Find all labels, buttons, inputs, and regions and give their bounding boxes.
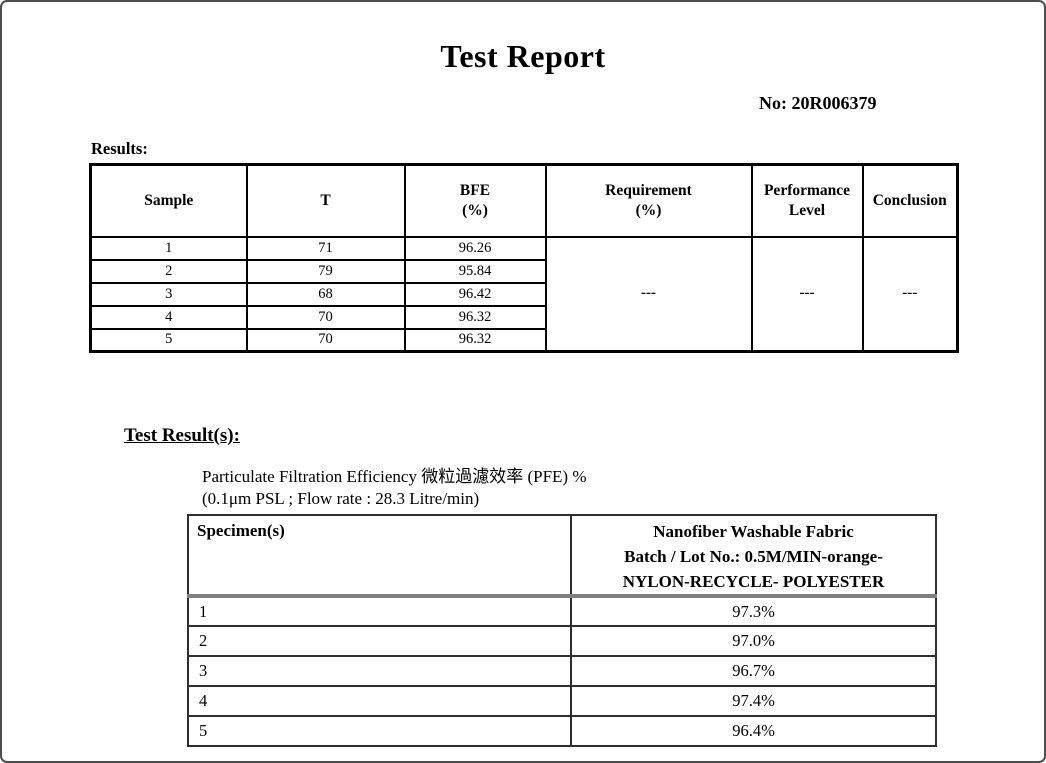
results-table-header-row: Sample T BFE (%) Requirement (%) Perform… xyxy=(89,163,959,238)
table-row: 4 97.4% xyxy=(187,685,937,717)
sample-cell: 2 xyxy=(89,258,248,284)
specimen-cell: 2 xyxy=(187,625,572,657)
bfe-cell: 96.32 xyxy=(403,327,547,353)
col-header-performance-level: Performance Level xyxy=(750,163,864,238)
pfe-value-cell: 96.7% xyxy=(570,655,937,687)
table-row: 1 71 96.26 --- --- --- xyxy=(89,235,959,353)
table-row: 2 97.0% xyxy=(187,625,937,657)
conclusion-merged-cell: --- xyxy=(861,235,959,353)
results-table: Sample T BFE (%) Requirement (%) Perform… xyxy=(89,163,959,353)
pfe-description: Particulate Filtration Efficiency 微粒過濾效率… xyxy=(202,466,586,510)
col-header-requirement-line1: Requirement xyxy=(605,181,692,199)
col-header-fabric: Nanofiber Washable Fabric Batch / Lot No… xyxy=(570,514,937,598)
col-header-conclusion: Conclusion xyxy=(861,163,959,238)
specimen-cell: 5 xyxy=(187,715,572,747)
t-cell: 79 xyxy=(245,258,406,284)
col-header-bfe: BFE (%) xyxy=(403,163,547,238)
pfe-description-line1: Particulate Filtration Efficiency 微粒過濾效率… xyxy=(202,467,587,486)
table-row: 1 97.3% xyxy=(187,595,937,627)
bfe-cell: 96.32 xyxy=(403,304,547,330)
specimen-cell: 1 xyxy=(187,595,572,627)
table-row: 3 96.7% xyxy=(187,655,937,687)
pfe-value-cell: 97.4% xyxy=(570,685,937,717)
table-row: 4 70 96.32 xyxy=(89,304,958,330)
col-header-fabric-line3: NYLON-RECYCLE- POLYESTER xyxy=(622,572,885,591)
results-section-label: Results: xyxy=(91,139,148,158)
col-header-performance-line1: Performance xyxy=(763,181,851,199)
sample-cell: 3 xyxy=(89,281,248,307)
table-row: 5 96.4% xyxy=(187,715,937,747)
table-row: 2 79 95.84 xyxy=(89,258,958,284)
bfe-cell: 96.42 xyxy=(403,281,547,307)
pfe-results-table: Specimen(s) Nanofiber Washable Fabric Ba… xyxy=(187,514,937,747)
page-title: Test Report xyxy=(440,38,606,74)
col-header-bfe-line2: (%) xyxy=(462,201,488,219)
col-header-requirement: Requirement (%) xyxy=(544,163,753,238)
pfe-description-line2: (0.1μm PSL ; Flow rate : 28.3 Litre/min) xyxy=(202,489,480,508)
col-header-sample: Sample xyxy=(89,163,248,238)
pfe-table-header-row: Specimen(s) Nanofiber Washable Fabric Ba… xyxy=(187,514,937,598)
performance-level-merged-cell: --- xyxy=(750,235,864,353)
sample-cell: 1 xyxy=(89,235,248,261)
t-cell: 71 xyxy=(245,235,406,261)
report-number: No: 20R006379 xyxy=(759,93,877,113)
t-cell: 70 xyxy=(245,304,406,330)
t-cell: 70 xyxy=(245,327,406,353)
bfe-cell: 96.26 xyxy=(403,235,547,261)
pfe-value-cell: 97.3% xyxy=(570,595,937,627)
pfe-value-cell: 97.0% xyxy=(570,625,937,657)
col-header-bfe-line1: BFE xyxy=(459,181,491,199)
col-header-specimen: Specimen(s) xyxy=(187,514,572,598)
table-row: 3 68 96.42 xyxy=(89,281,958,307)
pfe-value-cell: 96.4% xyxy=(570,715,937,747)
sample-cell: 4 xyxy=(89,304,248,330)
t-cell: 68 xyxy=(245,281,406,307)
specimen-cell: 4 xyxy=(187,685,572,717)
col-header-t: T xyxy=(245,163,406,238)
col-header-performance-line2: Level xyxy=(788,201,826,219)
col-header-fabric-line1: Nanofiber Washable Fabric xyxy=(653,522,854,541)
col-header-requirement-line2: (%) xyxy=(635,201,662,219)
table-row: 5 70 96.32 xyxy=(89,327,958,353)
test-results-heading: Test Result(s): xyxy=(124,425,240,446)
bfe-cell: 95.84 xyxy=(403,258,547,284)
sample-cell: 5 xyxy=(89,327,248,353)
col-header-fabric-line2: Batch / Lot No.: 0.5M/MIN-orange- xyxy=(624,547,883,566)
specimen-cell: 3 xyxy=(187,655,572,687)
requirement-merged-cell: --- xyxy=(544,235,753,353)
